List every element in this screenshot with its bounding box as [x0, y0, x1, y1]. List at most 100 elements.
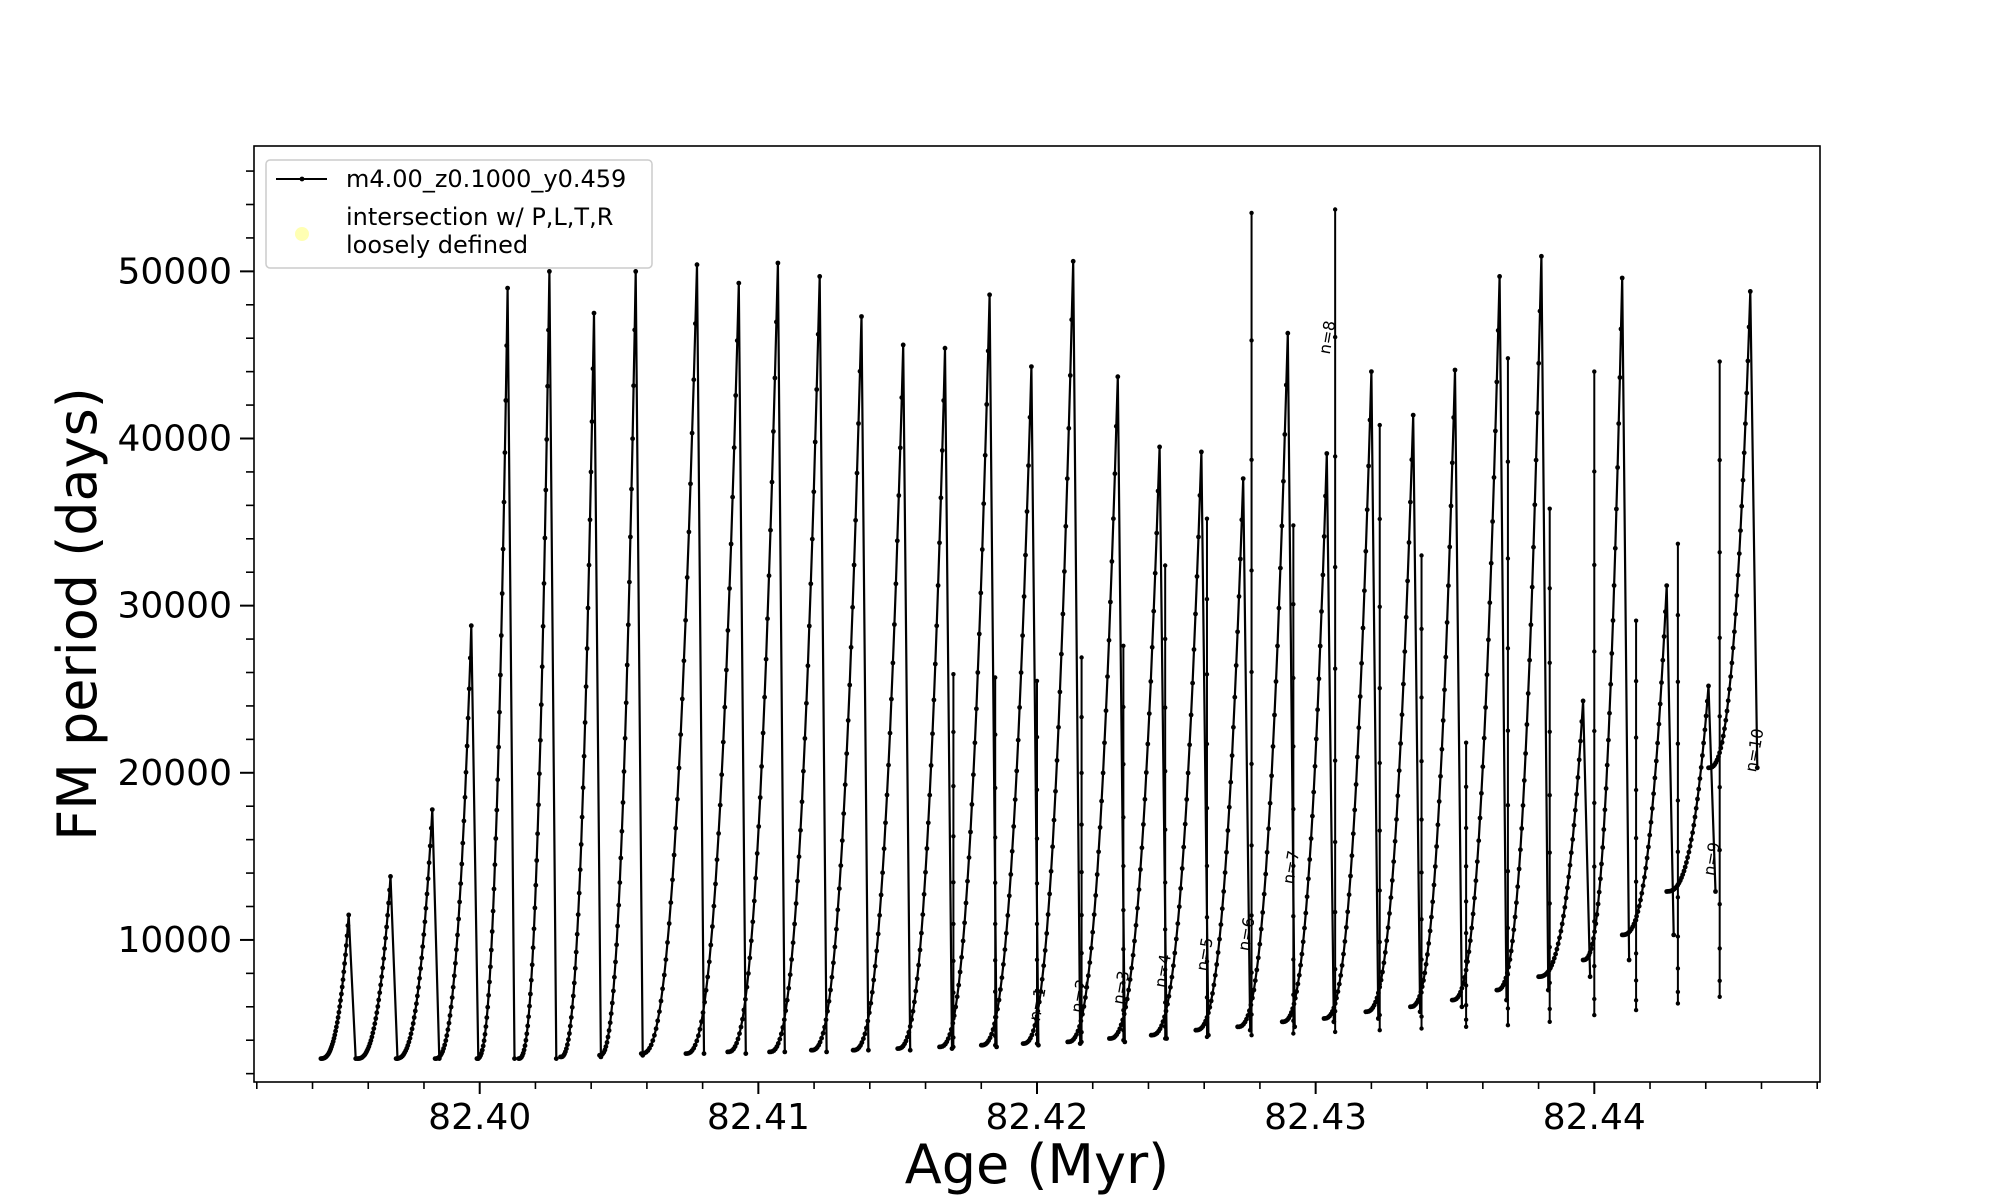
series-point	[1425, 952, 1430, 957]
series-point	[851, 562, 857, 568]
series-point	[975, 670, 981, 675]
series-point	[1633, 735, 1639, 740]
series-point	[1633, 618, 1639, 623]
series-point	[456, 916, 461, 922]
series-point	[1688, 837, 1694, 843]
series-point	[963, 900, 969, 906]
series-point	[530, 945, 536, 951]
series-point	[1717, 550, 1722, 555]
series-point	[429, 807, 435, 812]
legend-circle-marker	[295, 227, 309, 241]
series-point	[332, 1032, 338, 1038]
series-point	[571, 980, 577, 986]
series-point	[1598, 876, 1603, 882]
series-point	[938, 495, 944, 501]
series-point	[1603, 786, 1609, 791]
series-point	[1463, 959, 1469, 964]
series-point	[1547, 901, 1552, 906]
series-point	[1121, 863, 1126, 869]
series-point	[1739, 503, 1745, 509]
x-axis: 82.40 82.41 82.42 82.43 82.44	[255, 1082, 1819, 1138]
series-point	[826, 998, 832, 1004]
series-point	[1451, 415, 1457, 420]
series-point	[866, 1047, 871, 1053]
series-point	[913, 988, 919, 994]
series-point	[1608, 681, 1614, 687]
series-point	[569, 1004, 575, 1010]
series-point	[927, 792, 933, 798]
series-point	[457, 899, 462, 905]
series-point	[421, 932, 427, 937]
series-point	[1473, 878, 1479, 884]
series-point	[1094, 872, 1100, 877]
series-point	[1121, 947, 1126, 952]
series-point	[925, 820, 931, 826]
series-point	[1612, 545, 1618, 551]
series-point	[1029, 1032, 1035, 1038]
series-point	[1162, 967, 1168, 972]
series-point	[1034, 1041, 1040, 1046]
series-point	[503, 398, 509, 403]
series-point	[1524, 722, 1530, 727]
series-point	[1592, 963, 1597, 969]
series-point	[1332, 666, 1338, 671]
series-point	[993, 1033, 998, 1039]
series-point	[1717, 902, 1722, 907]
series-point	[875, 931, 881, 937]
series-point-group	[1279, 451, 1337, 1025]
series-point	[1332, 839, 1338, 845]
series-point	[615, 923, 620, 929]
series-point	[619, 828, 625, 834]
series-point	[1403, 614, 1409, 620]
series-point	[567, 1023, 573, 1029]
series-point	[777, 1036, 783, 1042]
series-point	[564, 1046, 569, 1052]
series-point	[892, 622, 897, 627]
series-point	[699, 1019, 704, 1024]
series-point	[1592, 996, 1597, 1002]
series-point	[479, 1047, 485, 1053]
legend-box	[265, 159, 653, 269]
series-point-group	[895, 345, 955, 1051]
series-point	[866, 1010, 872, 1016]
series-point	[1135, 905, 1140, 911]
series-point	[1657, 701, 1663, 707]
series-point	[534, 858, 540, 863]
series-point	[1744, 390, 1750, 396]
series-point	[1565, 885, 1570, 891]
x-tick-label: 82.40	[428, 1097, 531, 1138]
series-point	[1162, 1000, 1168, 1005]
series-point	[1578, 738, 1583, 744]
series-point	[1255, 955, 1261, 961]
series-point	[1567, 862, 1573, 868]
series-point	[1121, 762, 1126, 767]
series-point	[590, 366, 596, 372]
series-point	[612, 974, 617, 980]
series-point	[1283, 382, 1289, 388]
series-point	[1100, 770, 1106, 776]
series-point	[1745, 358, 1751, 364]
series-point	[1595, 901, 1601, 907]
series-point	[614, 942, 619, 948]
series-point	[1233, 663, 1239, 668]
series-point	[1003, 930, 1009, 936]
series-point	[839, 838, 845, 843]
series-point	[388, 874, 393, 879]
series-point-group	[1449, 274, 1509, 1003]
series-point	[531, 926, 537, 932]
series-point	[1145, 741, 1151, 747]
series-point	[796, 854, 802, 860]
series-point	[536, 802, 541, 808]
series-point	[1133, 922, 1139, 928]
series-point	[1399, 712, 1405, 718]
series-point	[959, 954, 964, 960]
series-point	[1168, 984, 1173, 990]
series-point	[696, 1033, 701, 1039]
series-point	[1012, 797, 1018, 802]
series-point	[828, 987, 833, 993]
series-point	[920, 912, 926, 917]
series-point	[460, 840, 466, 846]
series-point	[1179, 866, 1185, 871]
series-point	[632, 327, 638, 333]
series-point	[512, 1056, 517, 1061]
